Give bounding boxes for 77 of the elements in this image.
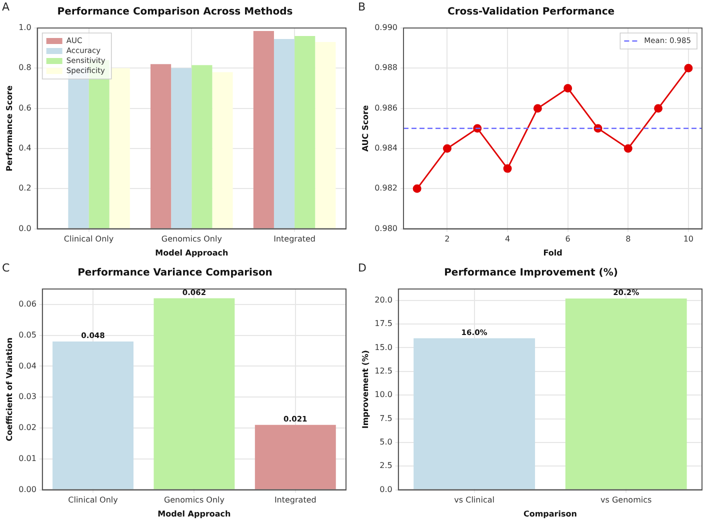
- y-tick-label: 0.982: [374, 184, 398, 193]
- y-axis-title: Coefficient of Variation: [4, 337, 14, 442]
- y-tick-label: 0.0: [18, 224, 32, 233]
- x-tick-label: vs Clinical: [454, 496, 494, 505]
- point: [564, 84, 572, 92]
- chart-title: Cross-Validation Performance: [447, 6, 615, 18]
- bar: [150, 64, 172, 228]
- y-tick-label: 0.02: [18, 423, 36, 432]
- y-tick-label: 0.2: [18, 184, 32, 193]
- x-tick-label: Integrated: [274, 496, 316, 505]
- y-tick-label: 0.00: [18, 484, 36, 494]
- y-tick-label: 0.8: [18, 63, 32, 72]
- y-tick-label: 2.5: [380, 461, 392, 470]
- x-tick-label: Genomics Only: [161, 234, 222, 244]
- bar: [154, 298, 235, 490]
- y-axis-title: AUC Score: [360, 104, 370, 152]
- y-tick-label: 20.0: [374, 295, 392, 304]
- chart-title: Performance Variance Comparison: [78, 268, 272, 279]
- y-tick-label: 0.06: [18, 300, 36, 309]
- y-tick-label: 0.04: [18, 361, 36, 370]
- point: [533, 104, 542, 113]
- bar: [294, 36, 316, 228]
- y-tick-label: 7.5: [380, 414, 392, 423]
- text: B: [358, 0, 366, 14]
- chart-title: Performance Comparison Across Methods: [57, 6, 293, 18]
- y-tick-label: 0.0: [380, 484, 392, 494]
- y-tick-label: 0.988: [374, 63, 398, 72]
- y-tick-label: 0.05: [18, 330, 36, 340]
- x-tick-label: 2: [444, 234, 450, 244]
- x-tick-label: 8: [626, 234, 631, 244]
- bar: [109, 68, 130, 228]
- y-tick-label: 0.03: [18, 392, 36, 402]
- text: D: [358, 261, 366, 274]
- y-tick-label: 0.6: [18, 103, 32, 112]
- y-tick-label: 5.0: [380, 438, 392, 447]
- bar: [274, 39, 295, 228]
- y-tick-label: 0.990: [374, 23, 398, 32]
- y-axis-title: Performance Score: [4, 84, 14, 172]
- point: [442, 144, 452, 153]
- chart-title: Performance Improvement (%): [444, 268, 618, 279]
- bar: [315, 42, 336, 228]
- bar: [171, 68, 192, 228]
- y-tick-label: 1.0: [18, 23, 32, 32]
- x-tick-label: Clinical Only: [64, 234, 114, 244]
- y-tick-label: 15.0: [374, 342, 392, 352]
- x-tick-label: 4: [504, 234, 510, 244]
- point: [412, 184, 422, 193]
- bar: [253, 31, 274, 228]
- point: [503, 164, 512, 173]
- y-tick-label: 17.5: [374, 319, 392, 328]
- x-axis-title: Fold: [543, 248, 563, 258]
- x-tick-label: Clinical Only: [68, 496, 118, 505]
- bar: [52, 342, 134, 490]
- point: [624, 144, 632, 153]
- text: C: [2, 261, 10, 274]
- x-axis-title: Comparison: [523, 509, 578, 518]
- x-tick-label: vs Genomics: [600, 496, 652, 505]
- x-tick-label: 6: [565, 234, 570, 244]
- y-tick-label: 10.0: [374, 390, 392, 400]
- y-tick-label: 0.4: [18, 144, 32, 153]
- y-axis-title: Improvement (%): [360, 350, 370, 429]
- x-tick-label: Genomics Only: [164, 496, 225, 505]
- bar: [212, 72, 233, 228]
- x-tick-label: 10: [683, 234, 694, 244]
- x-tick-label: Integrated: [274, 234, 316, 244]
- x-axis-title: Model Approach: [158, 509, 232, 518]
- y-tick-label: 0.986: [374, 103, 398, 112]
- y-tick-label: 0.01: [18, 454, 36, 463]
- bar: [192, 65, 212, 228]
- bar: [254, 424, 336, 490]
- point: [684, 64, 693, 72]
- y-tick-label: 0.984: [374, 144, 398, 153]
- y-tick-label: 12.5: [374, 366, 392, 376]
- point: [654, 104, 663, 113]
- y-tick-label: 0.980: [374, 224, 398, 233]
- x-axis-title: Model Approach: [155, 248, 228, 258]
- text: A: [2, 0, 10, 14]
